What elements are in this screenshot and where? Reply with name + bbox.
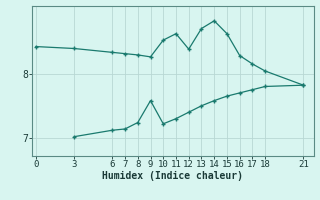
X-axis label: Humidex (Indice chaleur): Humidex (Indice chaleur) bbox=[102, 171, 243, 181]
